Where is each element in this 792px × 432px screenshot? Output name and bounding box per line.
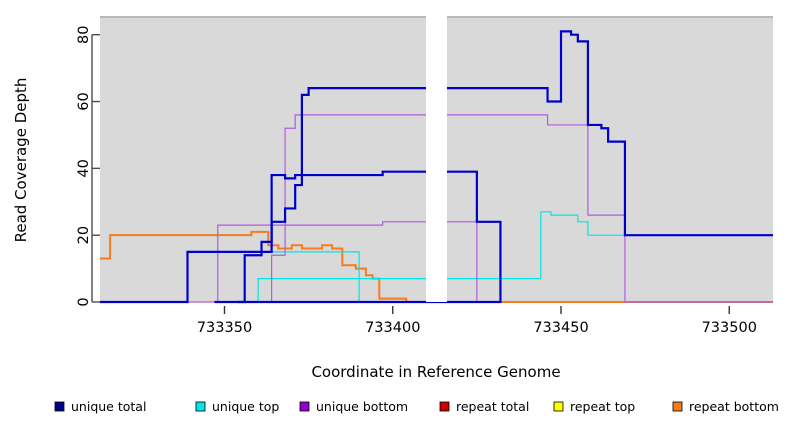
series-line-unique-total-1 <box>237 30 773 304</box>
series-line-unique-bottom-1 <box>237 114 773 303</box>
x-tick-label: 733400 <box>365 320 420 336</box>
series-line-unique-total-0 <box>100 170 502 304</box>
legend-swatch-repeat-total <box>439 401 450 412</box>
data-gap-mask <box>426 16 447 302</box>
legend-swatch-repeat-bottom <box>672 401 683 412</box>
legend-label-repeat-bottom: repeat bottom <box>689 399 779 414</box>
legend-swatch-unique-total <box>54 401 65 412</box>
series-layer <box>100 30 773 304</box>
chart-legend: unique total unique top unique bottom repea… <box>54 399 779 414</box>
x-tick-label: 733500 <box>702 320 757 336</box>
y-tick-label: 0 <box>76 297 92 306</box>
legend-swatch-repeat-top <box>553 401 564 412</box>
legend-label-repeat-top: repeat top <box>570 399 635 414</box>
y-axis-title: Read Coverage Depth <box>12 78 30 243</box>
series-line-unique-top-1 <box>237 211 773 303</box>
x-tick-label: 733450 <box>533 320 588 336</box>
legend-label-unique-total: unique total <box>71 399 146 414</box>
legend-swatch-unique-top <box>195 401 206 412</box>
y-tick-label: 80 <box>76 25 92 43</box>
legend-label-repeat-total: repeat total <box>456 399 529 414</box>
legend-swatch-unique-bottom <box>299 401 310 412</box>
x-tick-label: 733350 <box>197 320 252 336</box>
y-tick-label: 20 <box>76 226 92 244</box>
x-axis-title: Coordinate in Reference Genome <box>311 363 560 381</box>
series-line-unique-bottom-0 <box>100 221 501 303</box>
y-tick-label: 60 <box>76 92 92 110</box>
axis-layer: 0 20 40 60 80 733350 733400 733450 733500 <box>76 25 757 336</box>
y-tick-label: 40 <box>76 159 92 177</box>
legend-label-unique-top: unique top <box>212 399 279 414</box>
legend-label-unique-bottom: unique bottom <box>316 399 408 414</box>
